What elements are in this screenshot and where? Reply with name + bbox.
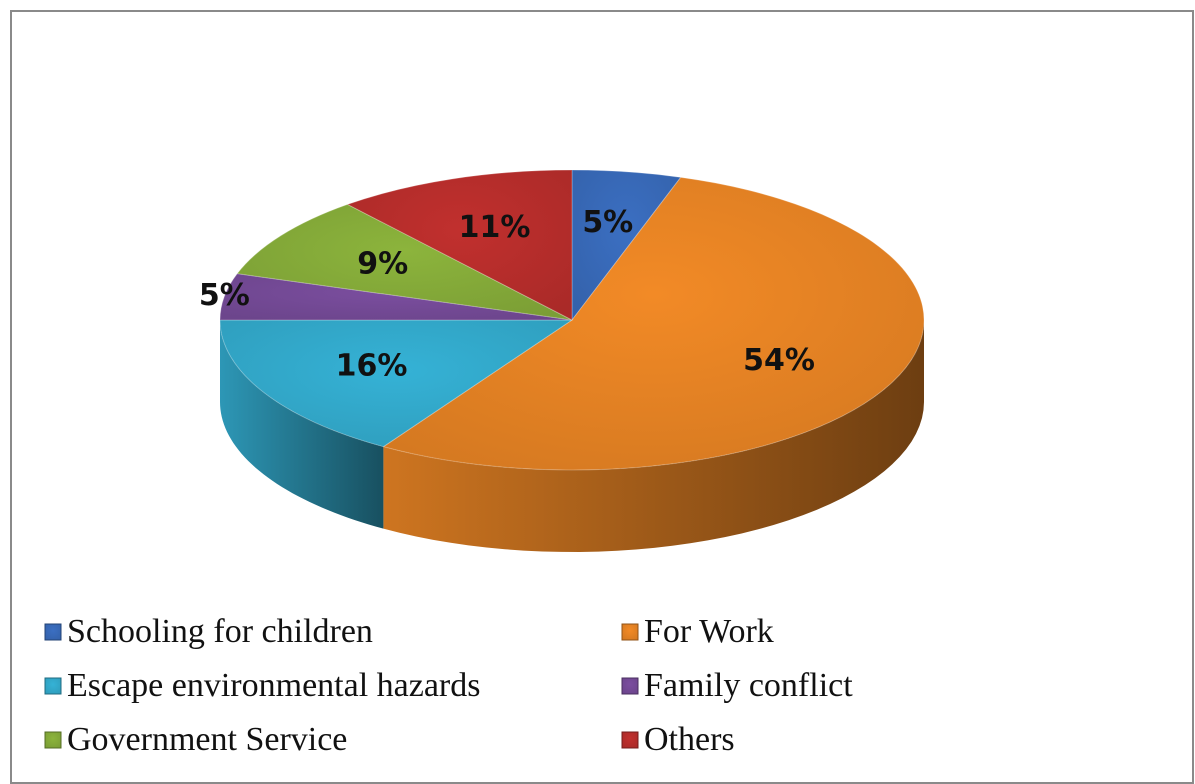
- slice: [346, 169, 573, 321]
- legend-swatch: [44, 731, 62, 749]
- legend-swatch: [44, 677, 62, 695]
- legend-label: Government Service: [67, 721, 347, 758]
- legend-swatch: [621, 623, 639, 641]
- slice: [219, 319, 574, 448]
- legend-label: Family conflict: [644, 667, 853, 704]
- legend-label: Schooling for children: [67, 613, 373, 650]
- slice: [219, 273, 573, 321]
- data-label: 11%: [459, 210, 531, 245]
- data-label: 5%: [199, 278, 250, 313]
- legend-swatch: [621, 677, 639, 695]
- legend-swatch: [44, 623, 62, 641]
- data-label: 16%: [336, 348, 408, 383]
- slice: [571, 169, 682, 322]
- slice: [382, 176, 925, 471]
- data-label: 5%: [582, 205, 633, 240]
- legend-label: Others: [644, 721, 735, 758]
- slice: [236, 203, 573, 321]
- data-label: 9%: [357, 247, 408, 282]
- data-label: 54%: [743, 343, 815, 378]
- legend-label: Escape environmental hazards: [67, 667, 480, 704]
- slice-side: [383, 320, 924, 552]
- legend-swatch: [621, 731, 639, 749]
- slice-side: [220, 320, 384, 529]
- legend-label: For Work: [644, 613, 774, 650]
